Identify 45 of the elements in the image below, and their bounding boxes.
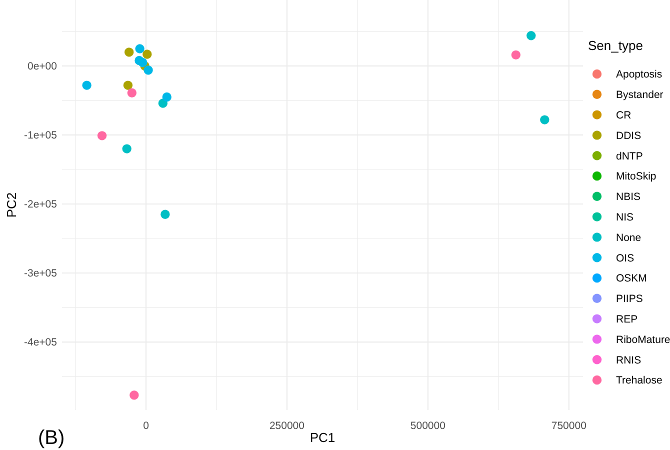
x-tick-label: 750000 — [551, 420, 587, 432]
legend-label: OIS — [616, 252, 634, 264]
legend-label: NBIS — [616, 191, 641, 204]
x-tick-label: 0 — [143, 420, 150, 432]
legend-label: NIS — [616, 211, 634, 224]
legend-label: RNIS — [616, 354, 642, 366]
legend-label: RiboMature — [616, 334, 670, 346]
legend-label: REP — [616, 313, 638, 326]
legend-label: MitoSkip — [616, 170, 656, 183]
legend-label: Trehalose — [616, 374, 662, 387]
y-tick-label: -2e+05 — [24, 198, 58, 211]
point — [144, 66, 153, 75]
legend-label: Bystander — [616, 89, 664, 102]
x-tick-label: 250000 — [269, 420, 305, 432]
point — [82, 80, 92, 90]
point — [97, 131, 107, 140]
text: (B) — [38, 427, 65, 449]
legend-label: None — [616, 232, 642, 244]
legend-label: OSKM — [616, 272, 647, 285]
point — [511, 50, 520, 60]
point — [138, 58, 148, 68]
legend-label: dNTP — [616, 150, 643, 162]
legend-title: Sen_type — [588, 38, 643, 53]
point — [160, 210, 170, 219]
y-tick-label: -4e+05 — [24, 336, 58, 349]
y-tick-label: -1e+05 — [24, 130, 58, 142]
x-axis-title: PC1 — [310, 430, 336, 445]
point — [135, 44, 144, 54]
point — [122, 144, 132, 154]
legend-label: CR — [616, 109, 632, 122]
point — [162, 92, 172, 102]
y-tick-label: 0e+00 — [28, 60, 58, 73]
point — [540, 115, 550, 124]
legend-label: Apoptosis — [616, 68, 662, 81]
point — [127, 88, 137, 98]
point — [130, 390, 139, 400]
point — [142, 50, 152, 59]
point — [526, 31, 536, 40]
point — [124, 48, 134, 57]
y-tick-label: -3e+05 — [24, 268, 58, 280]
point — [123, 80, 133, 90]
x-tick-label: 500000 — [410, 420, 446, 432]
legend-label: PIIPS — [616, 293, 643, 306]
y-axis-title: PC2 — [4, 192, 19, 218]
legend-label: DDIS — [616, 130, 642, 142]
